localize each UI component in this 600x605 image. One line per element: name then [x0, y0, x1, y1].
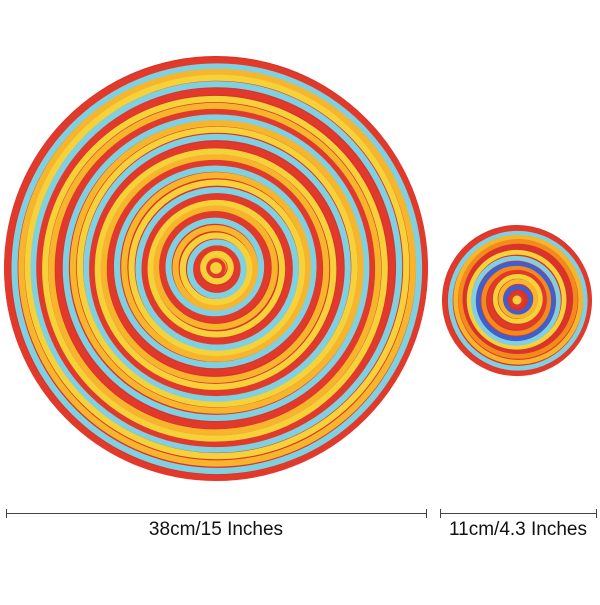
large-mat-ring [179, 232, 253, 306]
small-mat-ring [442, 226, 592, 377]
large-placemat-center [206, 258, 226, 278]
large-placemat [4, 56, 428, 482]
large-mat-ring [172, 224, 259, 311]
large-mat-ring [24, 74, 410, 460]
small-mat-ring [498, 279, 539, 319]
small-mat-ring [487, 269, 547, 330]
large-mat-ring [106, 159, 323, 376]
large-mat-ring [100, 154, 330, 384]
small-coaster [442, 225, 592, 377]
large-mat-ring [128, 179, 306, 357]
large-mat-ring [11, 63, 423, 475]
large-mat-ring [4, 57, 428, 482]
small-dimension-label: 11cm/4.3 Inches [448, 519, 588, 540]
large-mat-ring [94, 148, 337, 391]
large-mat-ring [147, 199, 286, 338]
small-coaster-center [509, 292, 525, 308]
large-dimension-label: 38cm/15 Inches [148, 519, 284, 540]
small-mat-ring [471, 255, 561, 346]
large-mat-ring [42, 95, 388, 442]
large-mat-ring [48, 102, 382, 436]
large-mat-ring [69, 120, 364, 414]
large-mat-ring [18, 68, 417, 467]
large-dimension-line [6, 513, 426, 514]
large-mat-ring [135, 186, 300, 351]
small-mat-ring [503, 284, 533, 315]
large-mat-ring [36, 88, 395, 448]
small-mat-ring [462, 244, 573, 354]
large-mat-ring [165, 217, 265, 317]
large-mat-ring [113, 165, 317, 369]
small-mat-ring [481, 265, 552, 336]
large-mat-ring [30, 81, 403, 453]
large-mat-ring [186, 239, 247, 300]
large-mat-ring [200, 250, 234, 285]
small-mat-ring [453, 234, 584, 365]
large-mat-ring [89, 141, 344, 397]
small-mat-ring [492, 274, 543, 324]
small-dimension-line [440, 513, 596, 514]
small-mat-ring [466, 249, 567, 350]
large-mat-ring [159, 211, 271, 323]
large-mat-ring [55, 108, 376, 429]
small-dimension-end-tick [596, 509, 597, 518]
large-dimension-end-tick [426, 509, 427, 518]
small-mat-ring [447, 230, 588, 371]
large-mat-ring [76, 126, 358, 408]
large-mat-ring [62, 114, 370, 422]
large-mat-ring [83, 133, 351, 402]
small-mat-ring [458, 239, 578, 359]
small-mat-ring [475, 261, 556, 342]
large-mat-ring [141, 193, 293, 345]
large-mat-ring [193, 245, 241, 293]
large-mat-ring [153, 205, 278, 331]
large-mat-ring [121, 172, 311, 362]
